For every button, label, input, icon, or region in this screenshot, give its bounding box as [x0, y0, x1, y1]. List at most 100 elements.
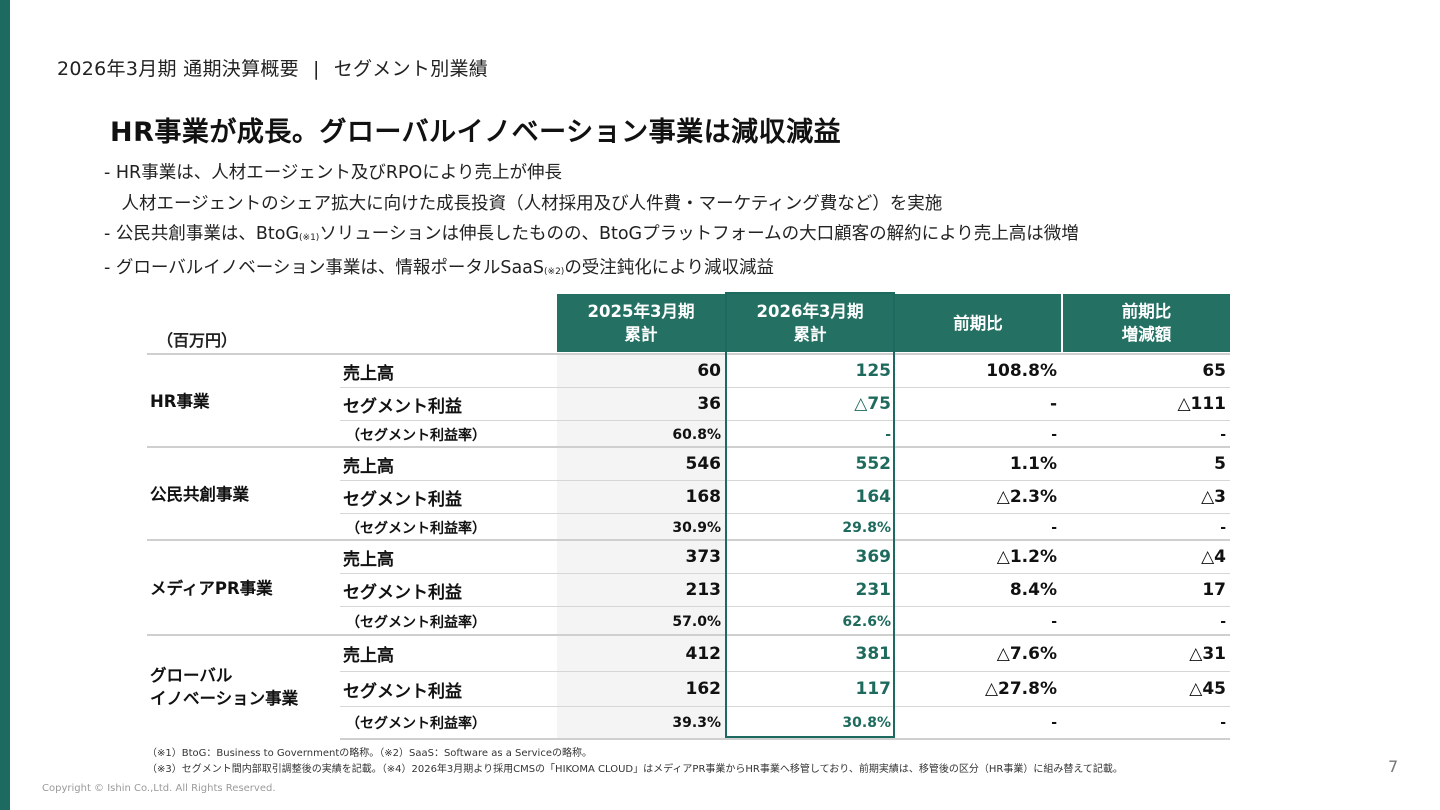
row-label: セグメント利益 — [343, 396, 462, 417]
row-label: 売上高 — [343, 363, 394, 384]
bullet-item: - HR事業は、人材エージェント及びRPOにより売上が伸長 — [104, 163, 562, 183]
cell-fy2025: 213 — [557, 574, 725, 606]
slide-header: 2026年3月期 通期決算概要 | セグメント別業績 — [57, 54, 488, 81]
cell-fy2026: 30.8% — [842, 714, 891, 731]
row-label: セグメント利益 — [343, 681, 462, 702]
column-header-yoy-change: 前期比 増減額 — [1061, 294, 1230, 352]
bullet-item: - グローバルイノベーション事業は、情報ポータルSaaS(※2)の受注鈍化により… — [104, 253, 1079, 287]
cell-yoy-ratio: △7.6% — [996, 643, 1057, 664]
table-row: セグメント利益 168 164 △2.3% △3 — [340, 481, 1230, 514]
cell-yoy-change: 17 — [1202, 580, 1226, 600]
row-label: （セグメント利益率） — [346, 715, 486, 732]
bullet-item: 人材エージェントのシェア拡大に向けた成長投資（人材採用及び人件費・マーケティング… — [104, 193, 943, 214]
cell-yoy-change: △4 — [1201, 547, 1226, 567]
table-row: （セグメント利益率） 39.3% 30.8% - - — [340, 707, 1230, 740]
table-row: （セグメント利益率） 30.9% 29.8% - - — [340, 514, 1230, 541]
page-number: 7 — [1388, 757, 1399, 776]
table-row: セグメント利益 36 △75 - △111 — [340, 388, 1230, 421]
cell-yoy-ratio: △27.8% — [984, 679, 1057, 699]
segment-group-global-innovation: グローバル イノベーション事業 売上高 412 381 △7.6% △31 セグ… — [147, 634, 1230, 740]
row-label: （セグメント利益率） — [346, 520, 486, 537]
cell-fy2025: 30.9% — [557, 514, 725, 541]
footnote-ref: (※2) — [544, 266, 565, 277]
cell-yoy-change: △45 — [1189, 679, 1226, 699]
bullet-item: - 公民共創事業は、BtoG(※1)ソリューションは伸長したものの、BtoGプラ… — [104, 219, 1079, 253]
cell-fy2026: - — [885, 426, 891, 443]
row-label: （セグメント利益率） — [346, 614, 486, 631]
row-label: セグメント利益 — [343, 582, 462, 603]
cell-fy2026: △75 — [854, 394, 891, 414]
table-row: セグメント利益 162 117 △27.8% △45 — [340, 672, 1230, 707]
cell-yoy-ratio: 108.8% — [986, 361, 1057, 381]
cell-fy2025: 412 — [557, 636, 725, 671]
header-separator: | — [312, 58, 320, 80]
cell-yoy-change: 5 — [1214, 454, 1226, 474]
cell-yoy-change: - — [1220, 613, 1226, 630]
copyright-notice: Copyright © Ishin Co.,Ltd. All Rights Re… — [42, 783, 276, 794]
column-header-fy2026: 2026年3月期 累計 — [725, 294, 895, 352]
cell-yoy-ratio: - — [1049, 394, 1057, 414]
cell-fy2026: 29.8% — [842, 519, 891, 536]
bullet-text: - 公民共創事業は、BtoG — [104, 224, 300, 244]
footnotes: （※1）BtoG：Business to Governmentの略称。（※2）S… — [147, 746, 1123, 778]
cell-yoy-change: △3 — [1201, 487, 1226, 507]
side-accent-bar — [0, 0, 10, 810]
row-label: 売上高 — [343, 646, 394, 666]
cell-fy2025: 162 — [557, 672, 725, 706]
segment-group-hr: HR事業 売上高 60 125 108.8% 65 セグメント利益 36 △75… — [147, 353, 1230, 448]
slide-title: HR事業が成長。グローバルイノベーション事業は減収減益 — [110, 117, 842, 148]
segment-name: グローバル イノベーション事業 — [150, 666, 299, 708]
cell-yoy-ratio: 8.4% — [1009, 580, 1057, 600]
cell-fy2025: 60 — [557, 355, 725, 387]
cell-yoy-ratio: 1.1% — [1009, 454, 1057, 474]
cell-yoy-change: △31 — [1189, 643, 1226, 664]
bullet-text: - グローバルイノベーション事業は、情報ポータルSaaS — [104, 257, 545, 278]
header-period: 2026年3月期 通期決算概要 — [57, 58, 299, 80]
table-row: （セグメント利益率） 60.8% - - - — [340, 421, 1230, 448]
cell-yoy-ratio: △2.3% — [996, 487, 1057, 507]
segment-name: メディアPR事業 — [150, 579, 273, 598]
cell-fy2026: 369 — [855, 547, 892, 567]
bullet-list: - HR事業は、人材エージェント及びRPOにより売上が伸長 人材エージェントのシ… — [104, 158, 1079, 286]
cell-fy2025: 60.8% — [557, 421, 725, 448]
table-row: 売上高 546 552 1.1% 5 — [340, 448, 1230, 481]
table-row: 売上高 412 381 △7.6% △31 — [340, 636, 1230, 672]
segment-group-media-pr: メディアPR事業 売上高 373 369 △1.2% △4 セグメント利益 21… — [147, 539, 1230, 636]
cell-yoy-change: 65 — [1202, 361, 1226, 381]
cell-yoy-change: - — [1220, 426, 1226, 443]
row-label: セグメント利益 — [343, 489, 462, 510]
cell-fy2025: 39.3% — [557, 707, 725, 738]
cell-fy2025: 57.0% — [557, 607, 725, 636]
cell-fy2025: 373 — [557, 541, 725, 573]
table-row: 売上高 60 125 108.8% 65 — [340, 355, 1230, 388]
segment-name: HR事業 — [150, 392, 210, 411]
cell-yoy-ratio: - — [1051, 519, 1057, 536]
cell-yoy-change: △111 — [1177, 394, 1226, 414]
row-label: 売上高 — [343, 456, 394, 477]
cell-yoy-ratio: △1.2% — [996, 547, 1057, 567]
cell-fy2026: 62.6% — [842, 613, 891, 630]
row-label: 売上高 — [343, 549, 394, 570]
cell-fy2025: 168 — [557, 481, 725, 513]
cell-yoy-ratio: - — [1051, 613, 1057, 630]
cell-fy2026: 231 — [855, 580, 892, 600]
table-row: セグメント利益 213 231 8.4% 17 — [340, 574, 1230, 607]
segment-name: 公民共創事業 — [150, 485, 249, 504]
cell-yoy-ratio: - — [1051, 426, 1057, 443]
cell-fy2026: 125 — [855, 361, 892, 381]
column-header-yoy-ratio: 前期比 — [895, 294, 1061, 352]
footnote-line: （※3）セグメント間内部取引調整後の実績を記載。（※4）2026年3月期より採用… — [147, 764, 1123, 775]
cell-fy2026: 552 — [855, 454, 892, 474]
row-label: （セグメント利益率） — [346, 427, 486, 444]
bullet-text: ソリューションは伸長したものの、BtoGプラットフォームの大口顧客の解約により売… — [319, 224, 1079, 244]
cell-yoy-ratio: - — [1051, 714, 1057, 731]
cell-fy2025: 36 — [557, 388, 725, 420]
cell-fy2026: 117 — [855, 679, 892, 699]
cell-fy2026: 381 — [855, 643, 892, 664]
footnote-line: （※1）BtoG：Business to Governmentの略称。（※2）S… — [147, 748, 592, 759]
column-header-fy2025: 2025年3月期 累計 — [557, 294, 725, 352]
segment-group-public-private: 公民共創事業 売上高 546 552 1.1% 5 セグメント利益 168 16… — [147, 446, 1230, 541]
table-row: 売上高 373 369 △1.2% △4 — [340, 541, 1230, 574]
footnote-ref: (※1) — [299, 233, 320, 243]
unit-label: （百万円） — [157, 331, 238, 350]
